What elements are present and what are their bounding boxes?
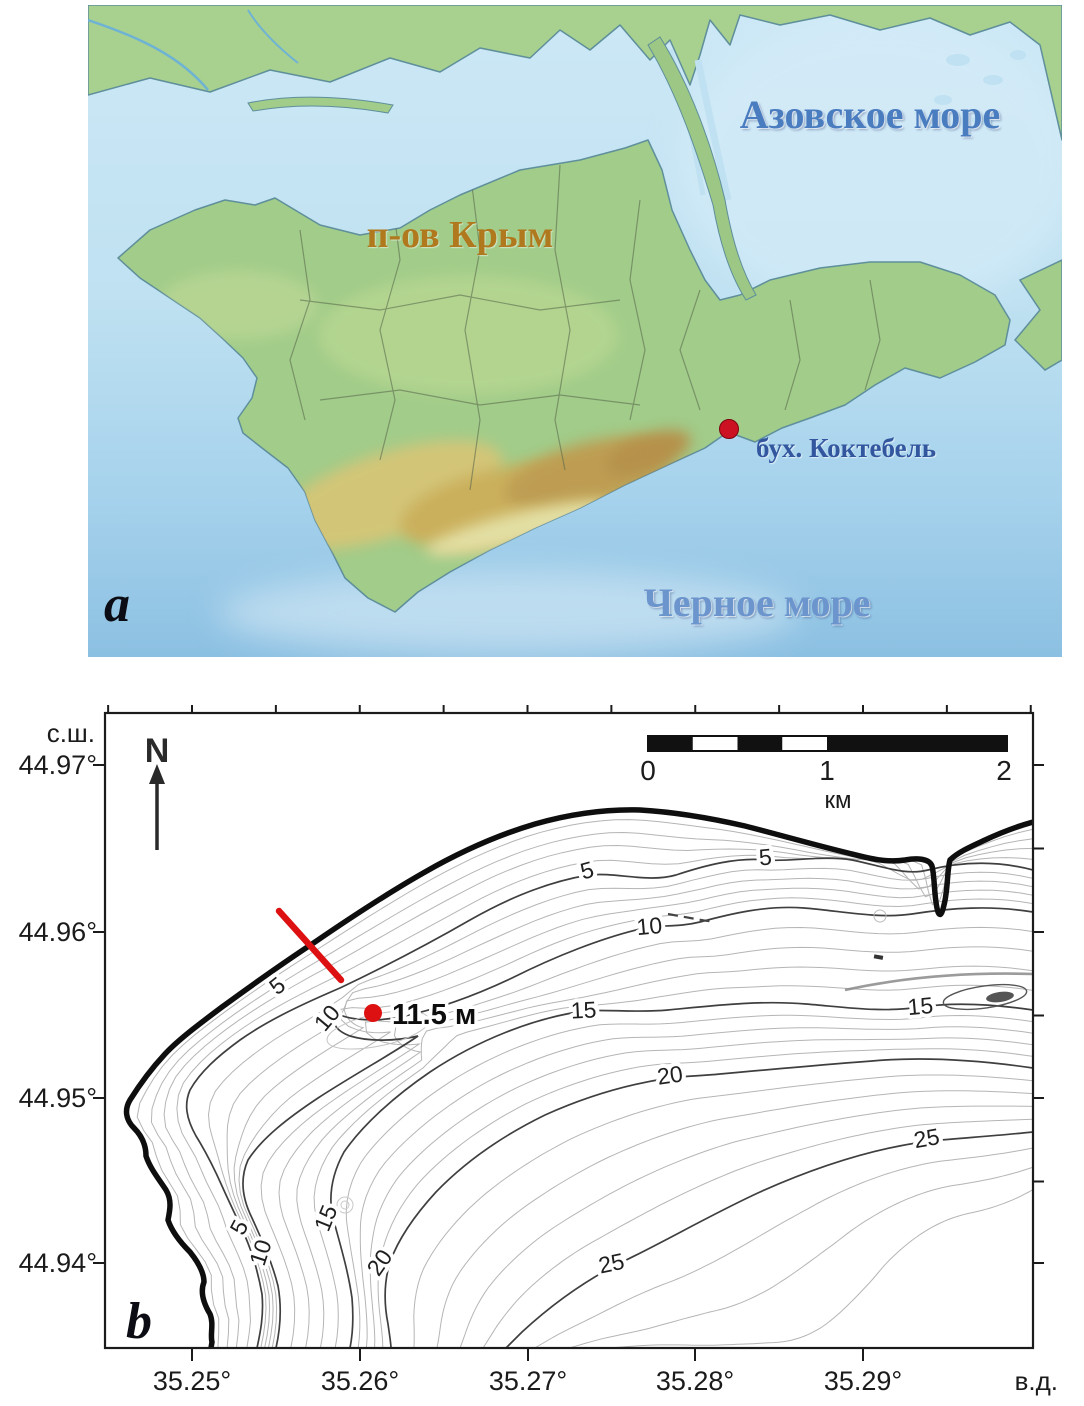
koktebel-bay-label: бух. Коктебель [755, 433, 937, 463]
plot-frame [103, 711, 1035, 1350]
scale-bar-0: 0 [640, 755, 656, 786]
lat-tick-label: 44.97° [19, 750, 97, 780]
north-arrow-label: N [145, 732, 170, 770]
taman-peninsula [1013, 259, 1062, 371]
axis-ticks [93, 705, 1044, 1361]
north-arrow: N [145, 732, 170, 850]
red-transect-line [275, 907, 345, 984]
crimea-relief-map [88, 5, 1062, 657]
mainland-landmass [88, 5, 1062, 141]
depth-point-label: 11.5 м [392, 999, 476, 1031]
lon-axis-title: в.д. [1015, 1366, 1058, 1396]
relief-shading [158, 270, 691, 556]
lat-tick-label: 44.96° [19, 917, 97, 947]
lat-tick-label: 44.94° [19, 1248, 97, 1278]
panel-letter-b: b [126, 1293, 152, 1350]
scale-bar-1: 1 [819, 755, 835, 786]
svg-text:15: 15 [906, 992, 934, 1020]
panel-b-bathymetry-map: 5 5 5 5 10 10 10 15 15 15 20 20 25 25 11… [0, 700, 1084, 1406]
svg-text:5: 5 [577, 856, 596, 884]
bathymetry-chart: 5 5 5 5 10 10 10 15 15 15 20 20 25 25 11… [19, 705, 1058, 1396]
crimea-peninsula-label: п-ов Крым [366, 214, 554, 256]
lon-tick-label: 35.28° [656, 1366, 734, 1396]
scale-bar-unit: км [825, 787, 852, 814]
district-borders [289, 164, 881, 491]
bakal-spit [247, 96, 394, 114]
azov-sea-light-patch [678, 15, 1062, 315]
scale-bar: 0 1 2 км [640, 735, 1012, 814]
svg-text:20: 20 [655, 1060, 684, 1089]
contour-labels: 5 5 5 5 10 10 10 15 15 15 20 20 25 25 [220, 840, 945, 1285]
mainland-lakes [934, 50, 1026, 125]
arabat-spit [647, 36, 757, 301]
lon-tick-label: 35.26° [321, 1366, 399, 1396]
coastline [123, 807, 1033, 1348]
lat-axis-title: с.ш. [47, 718, 95, 748]
panel-letter-a: a [104, 576, 130, 633]
minor-depth-contours [136, 819, 1033, 1348]
svg-text:25: 25 [912, 1123, 942, 1153]
rivers [88, 9, 299, 91]
svg-text:10: 10 [635, 912, 663, 940]
svg-text:20: 20 [361, 1244, 397, 1280]
svg-text:25: 25 [596, 1248, 626, 1279]
panel-a-overview-map: Азовское море п-ов Крым бух. Коктебель Ч… [88, 5, 1062, 657]
azov-sea-label: Азовское море [739, 92, 1001, 137]
lon-tick-label: 35.27° [489, 1366, 567, 1396]
lon-tick-label: 35.25° [153, 1366, 231, 1396]
scale-bar-2: 2 [996, 755, 1012, 786]
lat-tick-label: 44.95° [19, 1083, 97, 1113]
koktebel-location-marker [719, 419, 739, 439]
lon-tick-label: 35.29° [824, 1366, 902, 1396]
depth-point-marker [364, 1004, 382, 1022]
svg-text:5: 5 [264, 972, 290, 1000]
svg-text:5: 5 [758, 844, 773, 871]
index-depth-contours [185, 857, 1033, 1348]
svg-text:15: 15 [570, 996, 597, 1023]
black-sea-label: Черное море [643, 580, 871, 625]
